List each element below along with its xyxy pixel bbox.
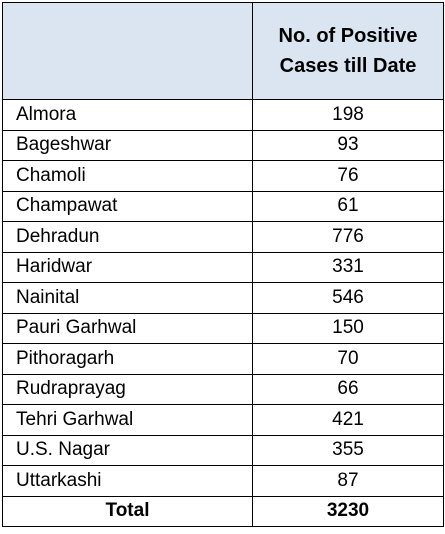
cases-cell: 93 [252, 129, 444, 161]
table-row: Almora 198 [2, 99, 444, 131]
district-cell: U.S. Nagar [2, 434, 253, 466]
table-row: Dehradun 776 [2, 221, 444, 253]
cases-cell: 150 [252, 312, 444, 344]
district-cell: Pithoragarh [2, 343, 253, 375]
total-row: Total 3230 [2, 495, 444, 527]
table-row: Bageshwar 93 [2, 129, 444, 161]
table-row: Uttarkashi 87 [2, 465, 444, 497]
cases-column-header-label: No. of Positive Cases till Date [278, 25, 418, 77]
cases-cell: 546 [252, 282, 444, 314]
table-row: Haridwar 331 [2, 251, 444, 283]
district-cell: Dehradun [2, 221, 253, 253]
district-cell: Almora [2, 99, 253, 131]
table-row: Pithoragarh 70 [2, 343, 444, 375]
table-row: Pauri Garhwal 150 [2, 312, 444, 344]
total-label: Total [2, 495, 253, 527]
table-row: Chamoli 76 [2, 160, 444, 192]
table-row: Rudraprayag 66 [2, 373, 444, 405]
table-body: Almora 198 Bageshwar 93 Chamoli 76 Champawat 61… [2, 99, 444, 527]
cases-cell: 421 [252, 404, 444, 436]
district-column-header [2, 2, 253, 100]
cases-cell: 87 [252, 465, 444, 497]
cases-cell: 355 [252, 434, 444, 466]
positive-cases-table: No. of Positive Cases till Date Almora 19… [2, 2, 444, 527]
cases-cell: 61 [252, 190, 444, 222]
cases-cell: 76 [252, 160, 444, 192]
district-cell: Rudraprayag [2, 373, 253, 405]
cases-cell: 66 [252, 373, 444, 405]
district-cell: Haridwar [2, 251, 253, 283]
table-row: Nainital 546 [2, 282, 444, 314]
district-cell: Nainital [2, 282, 253, 314]
table-row: Champawat 61 [2, 190, 444, 222]
district-cell: Chamoli [2, 160, 253, 192]
cases-column-header: No. of Positive Cases till Date [252, 2, 444, 100]
cases-cell: 776 [252, 221, 444, 253]
district-cell: Tehri Garhwal [2, 404, 253, 436]
table-row: U.S. Nagar 355 [2, 434, 444, 466]
district-cell: Bageshwar [2, 129, 253, 161]
district-cell: Champawat [2, 190, 253, 222]
header-row: No. of Positive Cases till Date [2, 2, 444, 100]
total-value: 3230 [252, 495, 444, 527]
cases-cell: 70 [252, 343, 444, 375]
district-cell: Uttarkashi [2, 465, 253, 497]
cases-cell: 331 [252, 251, 444, 283]
cases-cell: 198 [252, 99, 444, 131]
table-row: Tehri Garhwal 421 [2, 404, 444, 436]
district-cell: Pauri Garhwal [2, 312, 253, 344]
